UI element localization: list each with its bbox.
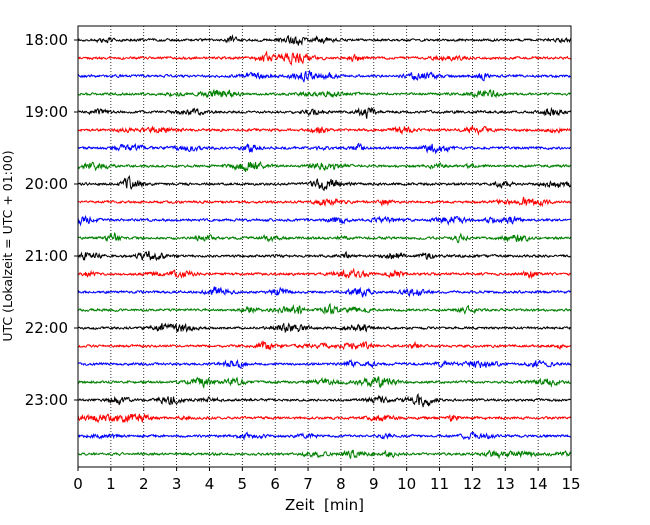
x-tick-label: 6 [270,475,280,493]
trace-2100 [77,250,572,261]
x-tick-label: 1 [106,475,116,493]
x-tick-label: 7 [303,475,313,493]
y-axis-ticks: 18:00 19:00 20:00 21:00 22:00 23:00 [25,31,78,409]
trace-2145 [77,302,572,315]
trace-1830 [77,69,572,83]
plot-frame [77,25,572,468]
trace-2215 [77,340,572,351]
x-tick-label: 4 [205,475,215,493]
trace-2015 [77,196,572,208]
x-tick-label: 0 [73,475,83,493]
trace-2345 [77,449,572,460]
trace-2045 [77,231,572,244]
trace-1800 [77,34,572,47]
trace-2200 [77,322,572,333]
y-tick-label: 19:00 [25,103,68,121]
trace-2300 [77,393,572,408]
x-tick-label: 14 [529,475,548,493]
trace-2000 [77,174,572,192]
trace-1845 [77,88,572,99]
trace-2030 [77,214,572,227]
trace-1915 [77,125,572,136]
x-tick-label: 5 [238,475,248,493]
trace-1945 [77,160,572,172]
x-tick-label: 9 [369,475,379,493]
y-tick-label: 20:00 [25,175,68,193]
x-tick-label: 15 [561,475,580,493]
trace-2130 [77,286,572,298]
trace-2330 [77,431,572,441]
y-tick-label: 23:00 [25,391,68,409]
trace-1930 [77,142,572,155]
trace-1900 [77,106,572,119]
trace-layer [77,34,572,460]
x-tick-label: 12 [463,475,482,493]
trace-2245 [77,375,572,389]
x-tick-label: 11 [430,475,449,493]
y-tick-label: 21:00 [25,247,68,265]
x-tick-label: 10 [397,475,416,493]
trace-2315 [77,413,572,424]
y-tick-label: 22:00 [25,319,68,337]
x-axis-ticks: 0 1 2 3 4 5 6 7 8 9 10 11 12 13 14 15 [73,467,581,493]
x-axis-label: Zeit [min] [285,496,364,514]
x-tick-label: 2 [139,475,149,493]
trace-2115 [77,267,572,280]
y-axis-label: UTC (Lokalzeit = UTC + 01:00) [0,150,15,341]
trace-2230 [77,358,572,369]
y-tick-label: 18:00 [25,31,68,49]
x-tick-label: 13 [496,475,515,493]
x-tick-label: 3 [172,475,182,493]
trace-1815 [77,50,572,66]
x-tick-label: 8 [336,475,346,493]
